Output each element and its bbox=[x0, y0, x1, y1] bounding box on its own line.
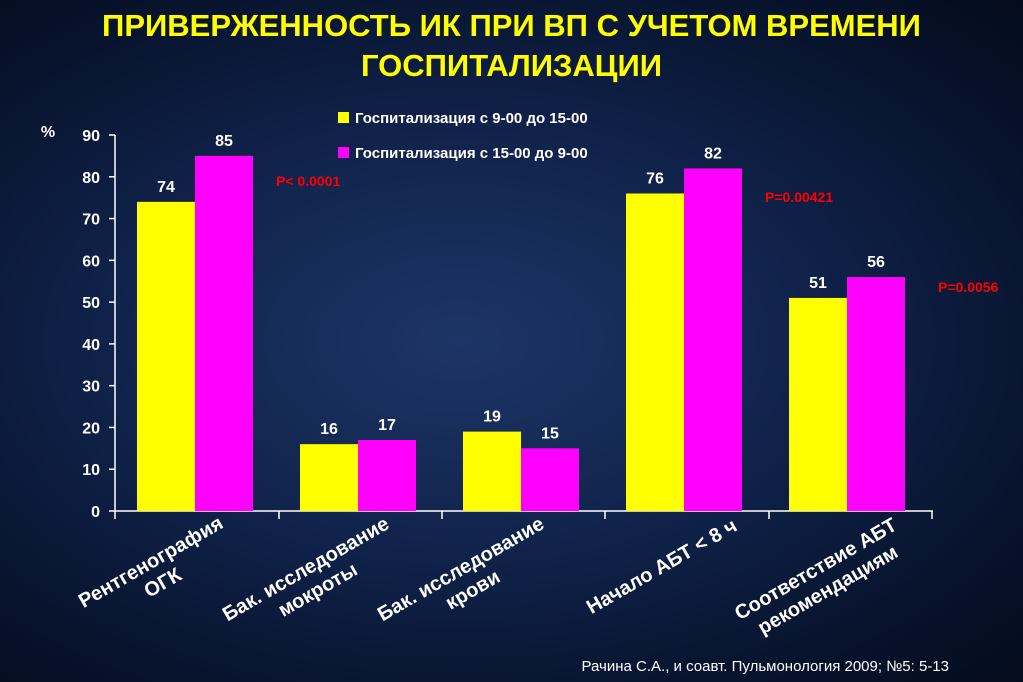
data-label: 15 bbox=[541, 425, 559, 442]
legend-swatch bbox=[338, 147, 349, 158]
y-tick-label: 10 bbox=[82, 462, 100, 479]
y-tick-label: 70 bbox=[82, 212, 100, 229]
data-label: 82 bbox=[704, 145, 722, 162]
legend-label: Госпитализация с 15-00 до 9-00 bbox=[355, 145, 588, 162]
y-tick-label: 60 bbox=[82, 253, 100, 270]
legend-label: Госпитализация с 9-00 до 15-00 bbox=[355, 110, 588, 127]
y-tick-label: 40 bbox=[82, 337, 100, 354]
data-label: 56 bbox=[867, 254, 885, 271]
y-axis-label: % bbox=[41, 124, 55, 141]
bar-series2 bbox=[847, 277, 905, 511]
y-tick-label: 90 bbox=[82, 128, 100, 145]
page-title: ПРИВЕРЖЕННОСТЬ ИК ПРИ ВП С УЧЕТОМ ВРЕМЕН… bbox=[102, 8, 921, 83]
y-tick-label: 20 bbox=[82, 420, 100, 437]
bar-series2 bbox=[521, 448, 579, 511]
category-label: РентгенографияОГК bbox=[75, 512, 239, 633]
y-tick-label: 30 bbox=[82, 379, 100, 396]
p-value-annotation: P=0.0056 bbox=[938, 279, 999, 295]
bar-series1 bbox=[626, 193, 684, 511]
category-label: Соответствие АБТрекомендациям bbox=[731, 514, 913, 646]
category-label: Бак. исследованиемокроты bbox=[219, 513, 405, 647]
bar-series1 bbox=[789, 297, 847, 511]
legend-swatch bbox=[338, 112, 349, 123]
data-label: 51 bbox=[809, 275, 827, 292]
citation: Рачина С.А., и соавт. Пульмонология 2009… bbox=[581, 658, 949, 675]
bar-series2 bbox=[195, 155, 253, 511]
bar-series1 bbox=[463, 431, 521, 511]
y-tick-label: 0 bbox=[91, 504, 100, 521]
data-label: 85 bbox=[215, 133, 233, 150]
data-label: 16 bbox=[320, 421, 338, 438]
data-label: 76 bbox=[646, 170, 664, 187]
y-tick-label: 80 bbox=[82, 170, 100, 187]
data-label: 17 bbox=[378, 417, 396, 434]
bar-series1 bbox=[300, 444, 358, 511]
p-value-annotation: P< 0.0001 bbox=[276, 173, 340, 189]
data-label: 19 bbox=[483, 409, 501, 426]
bar-series2 bbox=[358, 439, 416, 511]
y-tick-label: 50 bbox=[82, 295, 100, 312]
category-label: Начало АБТ < 8 ч bbox=[583, 515, 741, 619]
category-label: Бак. исследованиекрови bbox=[374, 513, 560, 647]
data-label: 74 bbox=[157, 179, 175, 196]
bar-series1 bbox=[137, 201, 195, 511]
category-label-line: Начало АБТ < 8 ч bbox=[583, 515, 741, 619]
p-value-annotation: P=0.00421 bbox=[765, 189, 833, 205]
bar-series2 bbox=[684, 168, 742, 511]
